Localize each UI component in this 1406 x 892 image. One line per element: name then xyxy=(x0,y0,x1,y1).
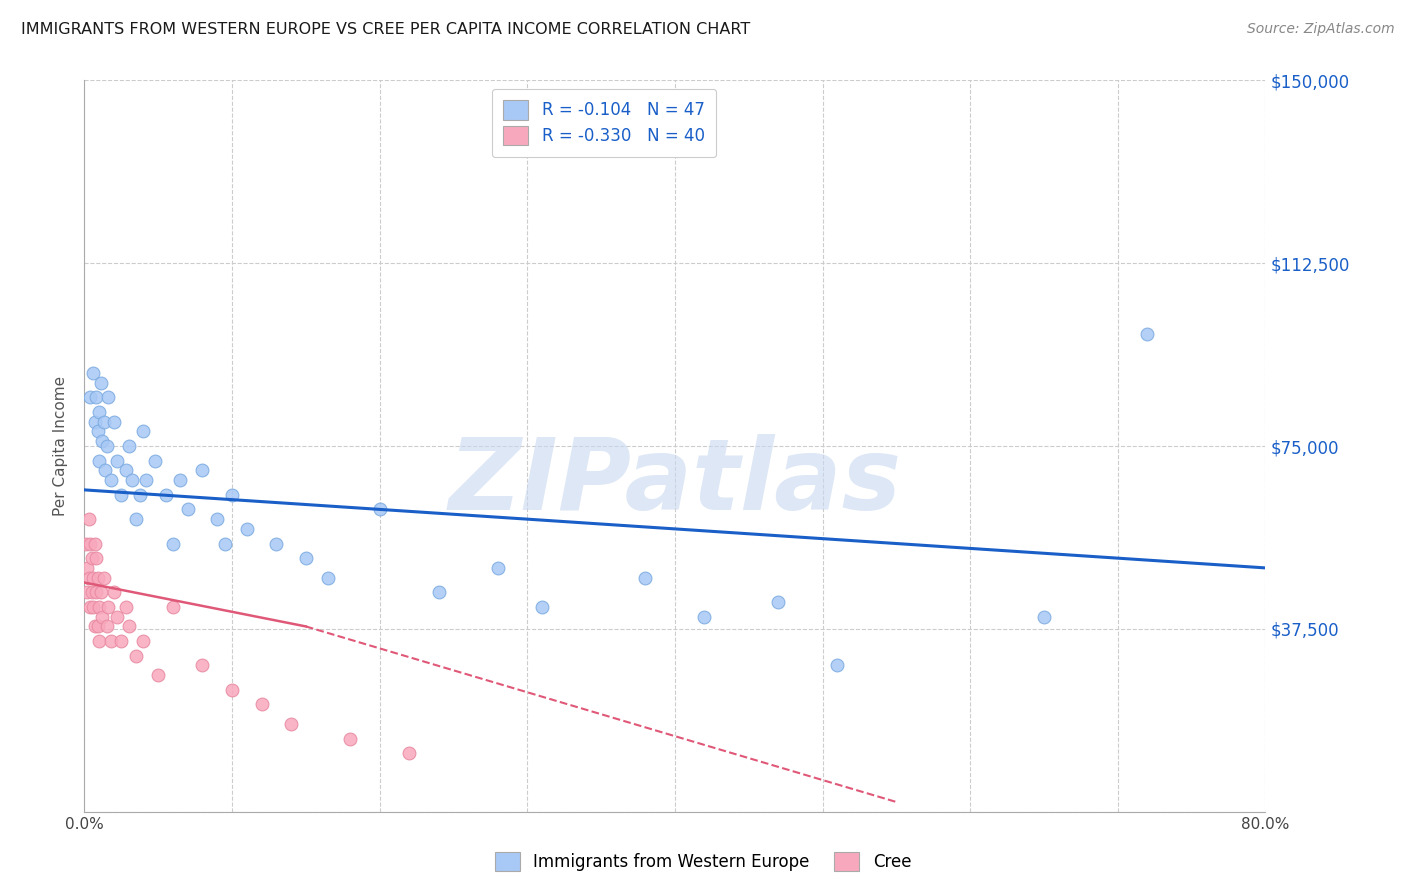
Point xyxy=(90,585,112,599)
Point xyxy=(83,536,105,550)
Point xyxy=(75,536,97,550)
Point xyxy=(191,463,214,477)
Point xyxy=(79,390,101,404)
Point xyxy=(132,425,155,439)
Point xyxy=(155,488,177,502)
Point xyxy=(121,473,143,487)
Text: IMMIGRANTS FROM WESTERN EUROPE VS CREE PER CAPITA INCOME CORRELATION CHART: IMMIGRANTS FROM WESTERN EUROPE VS CREE P… xyxy=(21,22,751,37)
Point xyxy=(114,463,136,477)
Point xyxy=(83,415,105,429)
Point xyxy=(96,619,118,633)
Point xyxy=(97,599,120,614)
Point xyxy=(103,585,125,599)
Point xyxy=(114,599,136,614)
Point xyxy=(77,571,100,585)
Point xyxy=(125,648,148,663)
Point xyxy=(1136,326,1159,341)
Point xyxy=(76,585,98,599)
Point xyxy=(110,488,132,502)
Point xyxy=(96,439,118,453)
Point xyxy=(125,512,148,526)
Point xyxy=(86,425,108,439)
Point xyxy=(89,634,111,648)
Point xyxy=(89,453,111,467)
Point xyxy=(135,473,157,487)
Point xyxy=(86,571,108,585)
Point xyxy=(118,619,141,633)
Point xyxy=(103,415,125,429)
Point xyxy=(83,619,105,633)
Point xyxy=(1032,609,1054,624)
Text: ZIPatlas: ZIPatlas xyxy=(449,434,901,531)
Point xyxy=(93,415,115,429)
Point xyxy=(89,405,111,419)
Point xyxy=(280,717,302,731)
Point xyxy=(100,473,122,487)
Point xyxy=(221,488,243,502)
Point xyxy=(84,585,107,599)
Point xyxy=(105,453,128,467)
Point xyxy=(79,536,101,550)
Point xyxy=(105,609,128,624)
Point xyxy=(339,731,361,746)
Point xyxy=(148,668,170,682)
Point xyxy=(97,390,120,404)
Point xyxy=(530,599,553,614)
Point xyxy=(250,698,273,712)
Point xyxy=(77,512,100,526)
Point xyxy=(80,585,103,599)
Point xyxy=(118,439,141,453)
Point xyxy=(91,434,114,449)
Point xyxy=(827,658,849,673)
Point xyxy=(91,609,114,624)
Point xyxy=(82,366,104,380)
Point xyxy=(177,502,200,516)
Point xyxy=(368,502,391,516)
Text: Source: ZipAtlas.com: Source: ZipAtlas.com xyxy=(1247,22,1395,37)
Point xyxy=(84,551,107,566)
Point xyxy=(79,599,101,614)
Point xyxy=(80,551,103,566)
Point xyxy=(191,658,214,673)
Point xyxy=(93,571,115,585)
Point xyxy=(129,488,152,502)
Point xyxy=(162,536,184,550)
Point xyxy=(693,609,716,624)
Point xyxy=(398,746,420,760)
Y-axis label: Per Capita Income: Per Capita Income xyxy=(53,376,69,516)
Point xyxy=(94,463,117,477)
Point xyxy=(143,453,166,467)
Point xyxy=(169,473,191,487)
Point xyxy=(76,561,98,575)
Point xyxy=(90,376,112,390)
Point xyxy=(205,512,228,526)
Point xyxy=(221,682,243,697)
Legend: Immigrants from Western Europe, Cree: Immigrants from Western Europe, Cree xyxy=(486,843,920,880)
Point xyxy=(634,571,657,585)
Point xyxy=(82,599,104,614)
Point xyxy=(82,571,104,585)
Point xyxy=(89,599,111,614)
Point xyxy=(768,595,790,609)
Legend: R = -0.104   N = 47, R = -0.330   N = 40: R = -0.104 N = 47, R = -0.330 N = 40 xyxy=(492,88,716,157)
Point xyxy=(236,522,259,536)
Point xyxy=(86,619,108,633)
Point xyxy=(162,599,184,614)
Point xyxy=(110,634,132,648)
Point xyxy=(486,561,509,575)
Point xyxy=(316,571,339,585)
Point xyxy=(295,551,318,566)
Point xyxy=(427,585,450,599)
Point xyxy=(100,634,122,648)
Point xyxy=(132,634,155,648)
Point xyxy=(214,536,236,550)
Point xyxy=(264,536,288,550)
Point xyxy=(84,390,107,404)
